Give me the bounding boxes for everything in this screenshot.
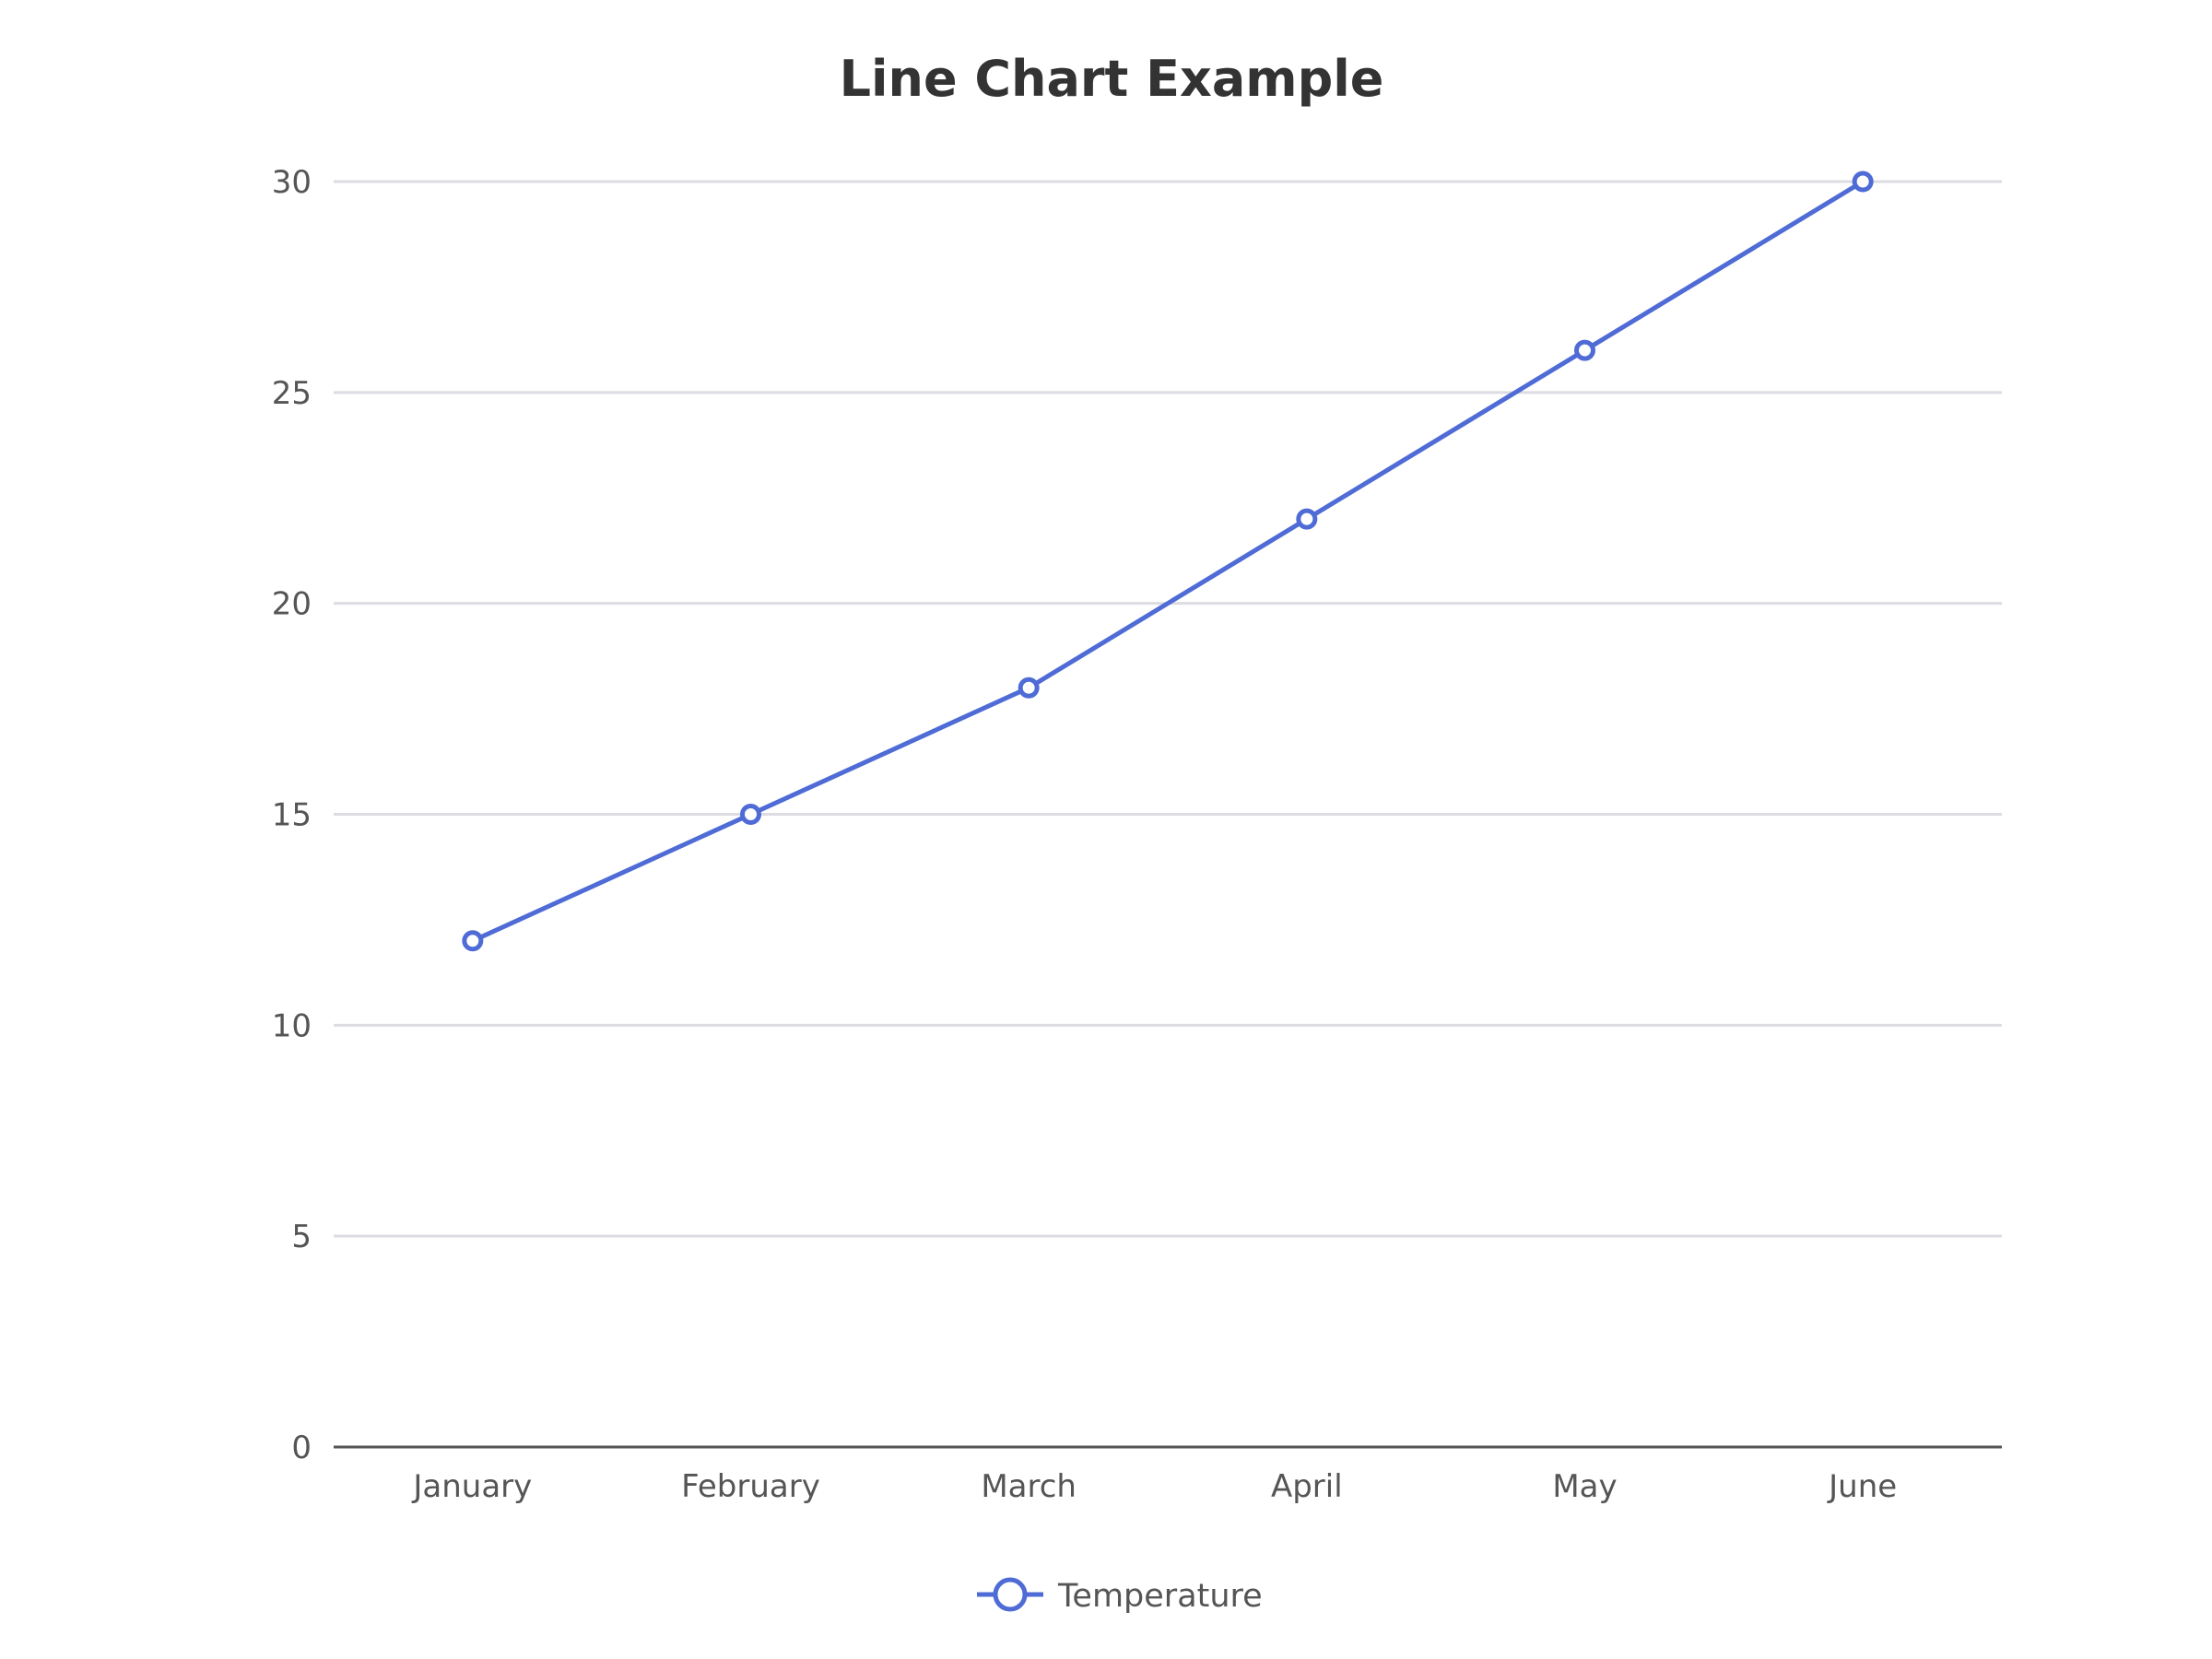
data-point — [1852, 171, 1874, 193]
y-tick-label: 5 — [291, 1218, 312, 1255]
x-tick-label: February — [681, 1468, 820, 1505]
y-tick-label: 15 — [272, 797, 312, 834]
y-tick-label: 10 — [272, 1007, 312, 1044]
chart-title: Line Chart Example — [840, 50, 1384, 108]
x-tick-label: January — [411, 1468, 532, 1505]
x-tick-label: May — [1552, 1468, 1617, 1505]
x-tick-label: June — [1827, 1468, 1897, 1505]
data-point — [740, 804, 761, 825]
data-point — [1296, 508, 1318, 530]
data-point — [462, 930, 484, 952]
x-tick-label: April — [1271, 1468, 1343, 1505]
legend[interactable]: Temperature — [977, 1577, 1263, 1615]
x-tick-label: March — [981, 1468, 1077, 1505]
y-axis: 0 5 10 15 20 25 30 — [272, 164, 312, 1466]
legend-label: Temperature — [1057, 1578, 1263, 1615]
legend-marker-icon — [993, 1577, 1028, 1612]
data-point — [1018, 677, 1040, 699]
series-line — [470, 179, 1865, 944]
x-axis: January February March April May June — [334, 1445, 2002, 1505]
series-layer — [462, 171, 1874, 952]
y-tick-label: 0 — [291, 1430, 312, 1466]
y-tick-label: 30 — [272, 164, 312, 201]
y-tick-label: 20 — [272, 586, 312, 623]
y-tick-label: 25 — [272, 375, 312, 412]
data-point — [1574, 339, 1595, 361]
grid-lines — [334, 180, 2002, 1238]
